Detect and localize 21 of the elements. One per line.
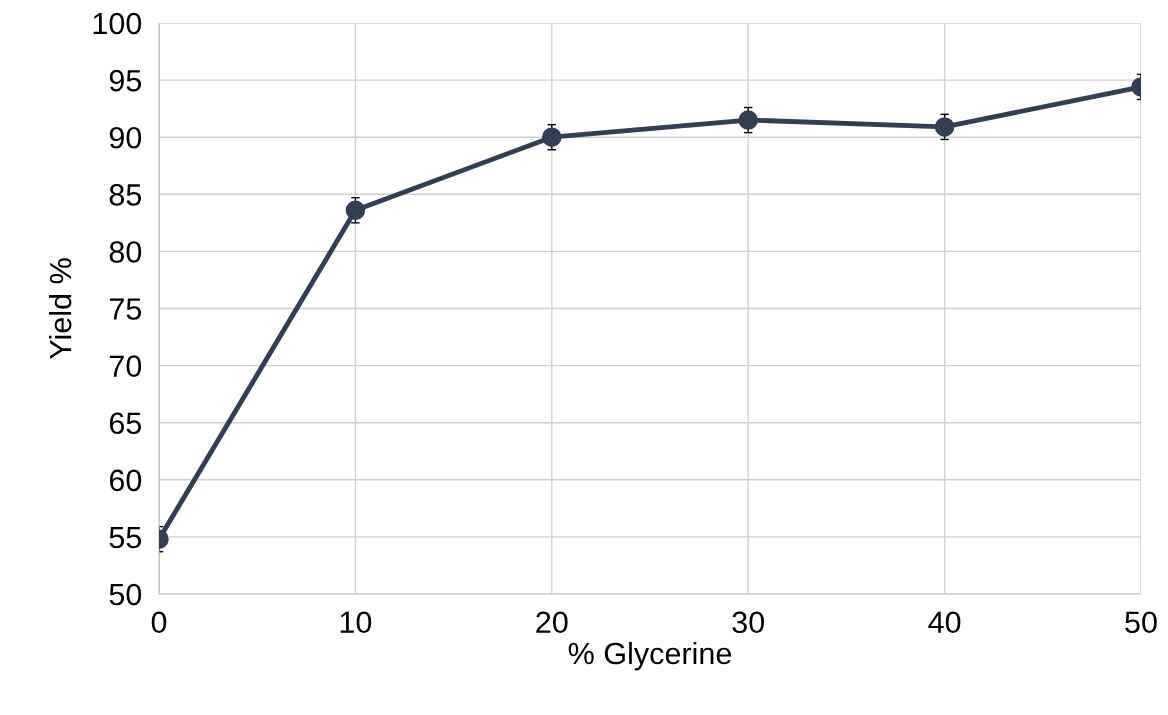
x-tick-label: 40 <box>928 611 961 634</box>
y-tick-label: 75 <box>109 298 142 320</box>
x-tick-label: 50 <box>1125 611 1157 634</box>
x-tick-label: 20 <box>536 611 568 634</box>
x-tick-label: 10 <box>340 611 372 634</box>
y-tick-label: 50 <box>109 583 142 606</box>
point <box>542 127 562 147</box>
y-tick-label: 60 <box>109 469 142 492</box>
y-axis-title: Yield % <box>48 258 72 360</box>
x-axis-title: % Glycerine <box>568 641 731 671</box>
y-tick-label: 85 <box>109 184 142 206</box>
y-tick-label: 90 <box>109 126 142 149</box>
y-tick-label: 100 <box>93 12 142 35</box>
y-tick-label: 95 <box>109 69 142 92</box>
y-tick-label: 80 <box>109 241 142 263</box>
y-tick-label: 65 <box>109 412 142 435</box>
x-tick-label: 30 <box>732 611 764 634</box>
y-tick-label: 70 <box>109 355 142 377</box>
x-tick-label: 0 <box>151 611 167 634</box>
point <box>738 110 758 130</box>
y-tick-label: 55 <box>109 526 142 549</box>
